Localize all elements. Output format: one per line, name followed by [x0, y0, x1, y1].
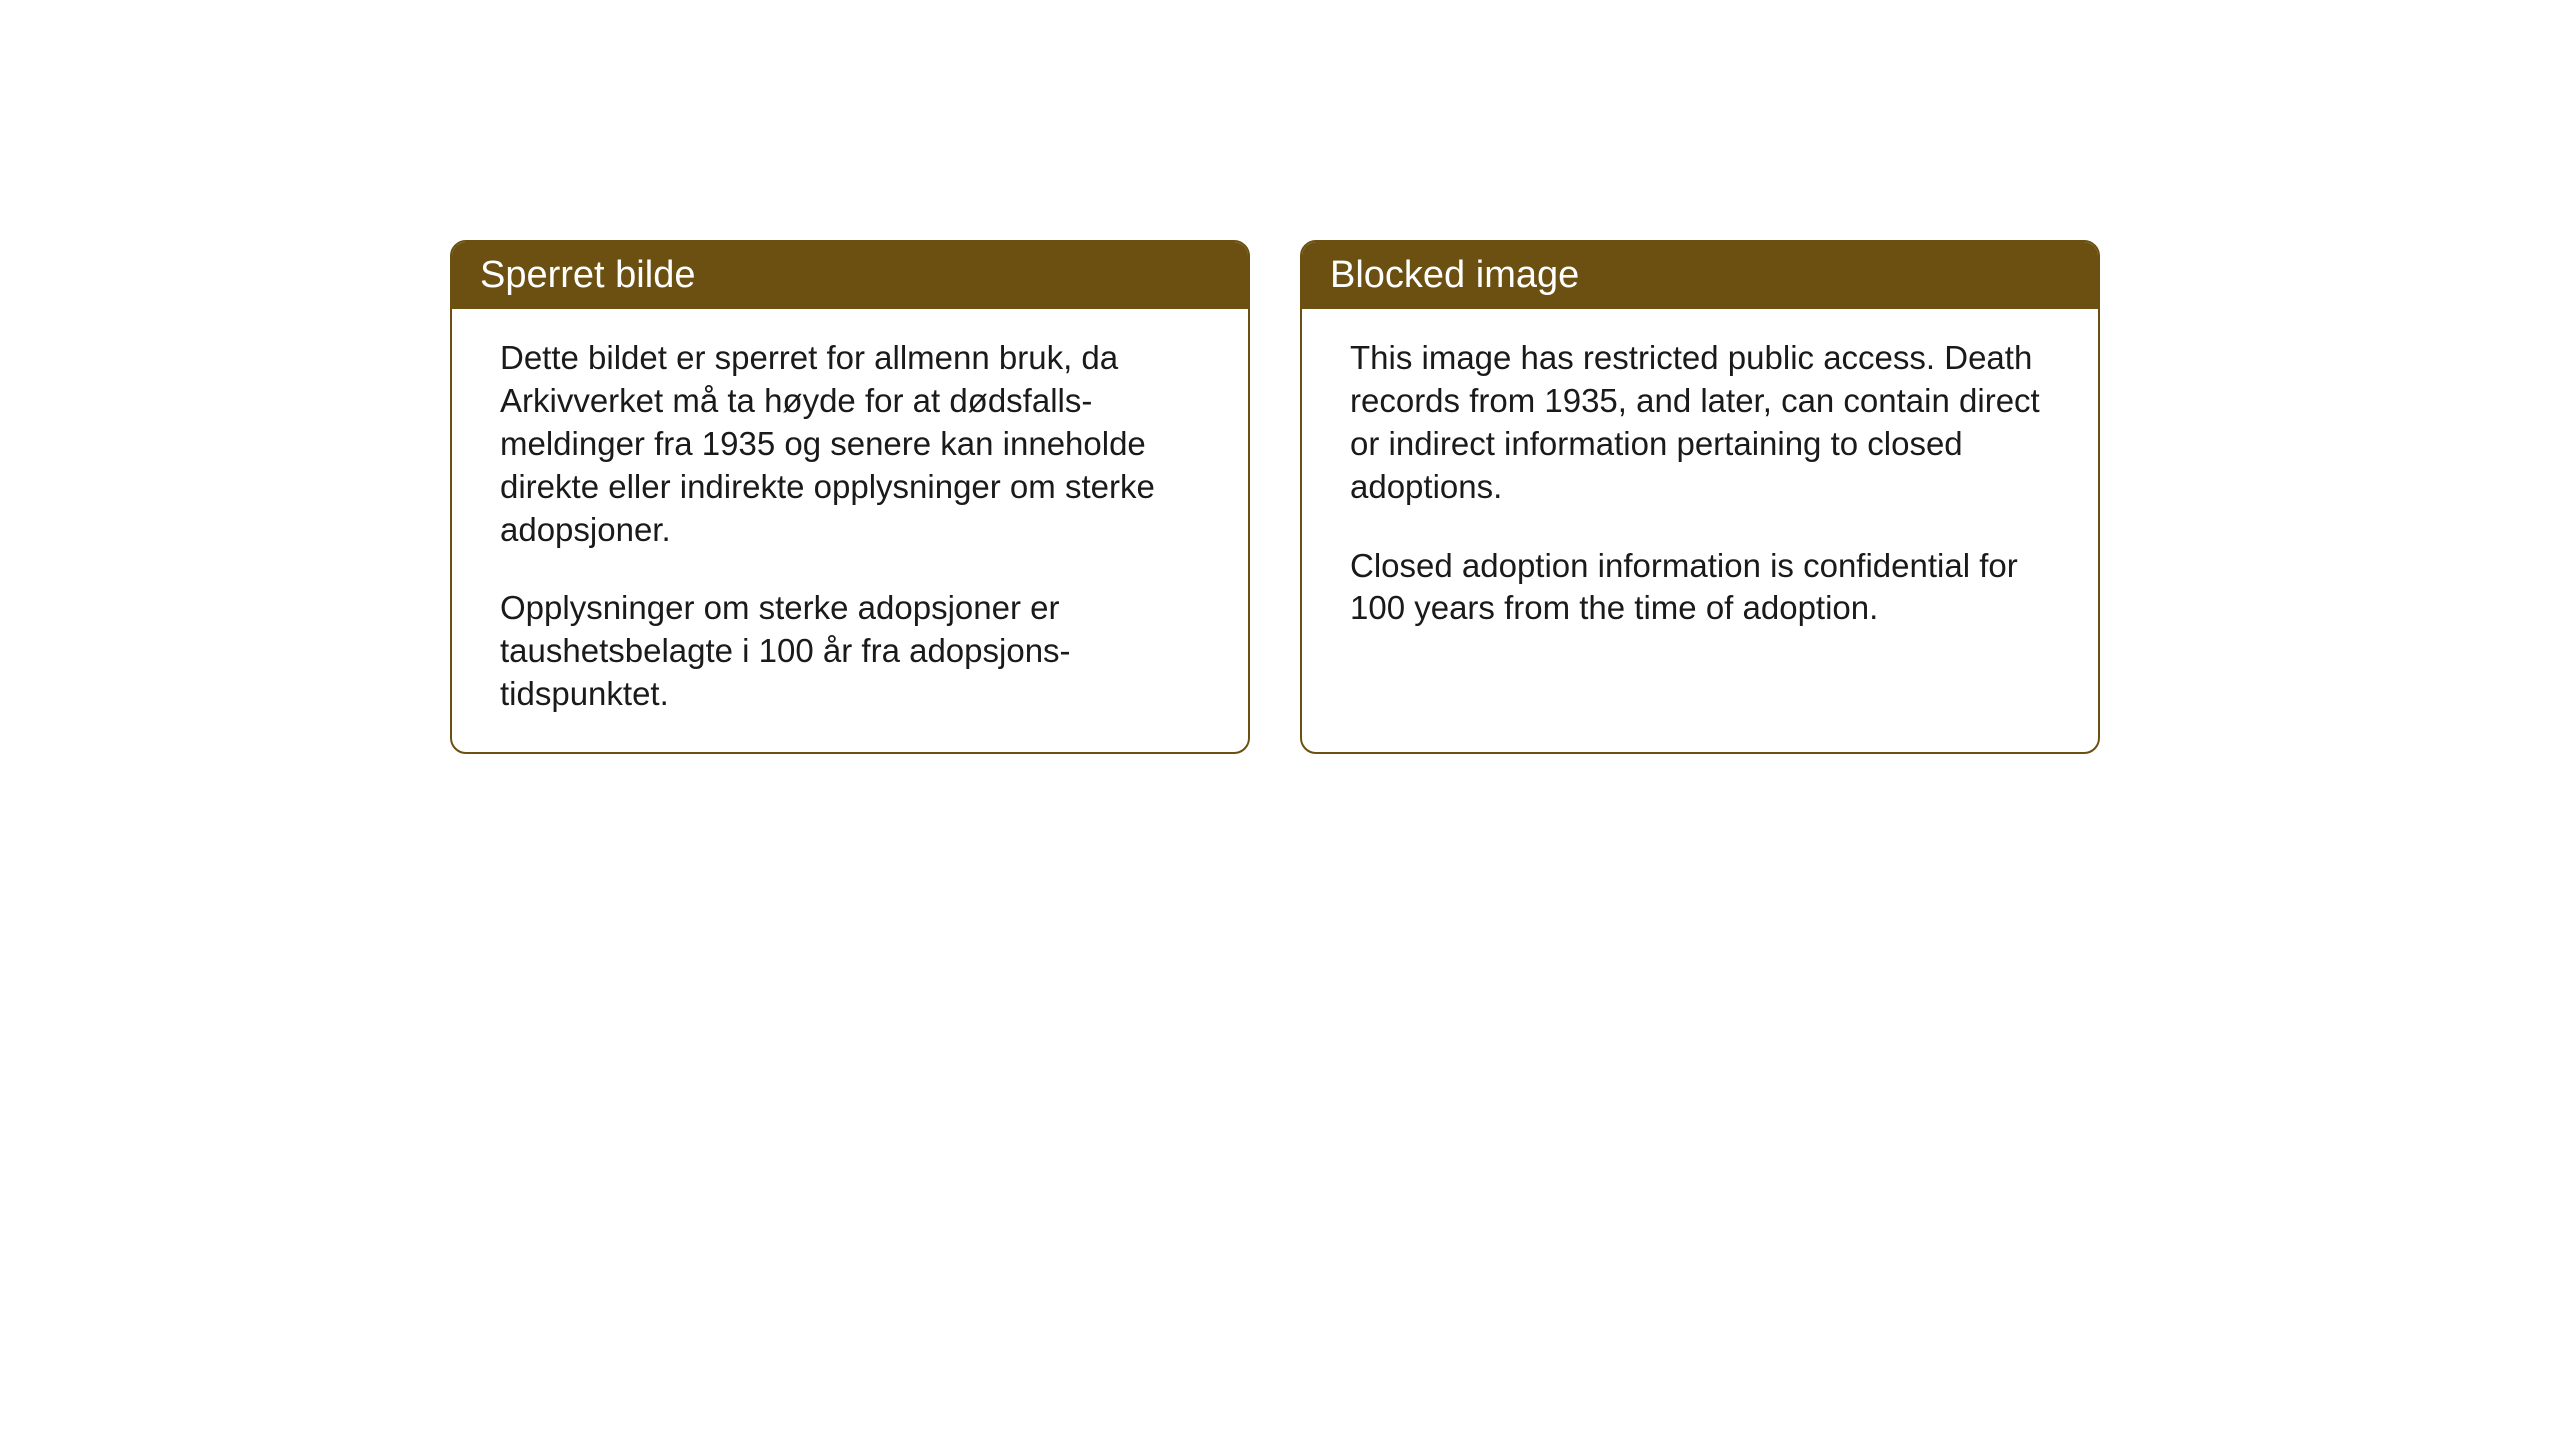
cards-container: Sperret bilde Dette bildet er sperret fo… — [450, 240, 2100, 754]
norwegian-paragraph-2: Opplysninger om sterke adopsjoner er tau… — [500, 587, 1200, 716]
english-paragraph-2: Closed adoption information is confident… — [1350, 545, 2050, 631]
english-card-body: This image has restricted public access.… — [1302, 309, 2098, 729]
norwegian-card-body: Dette bildet er sperret for allmenn bruk… — [452, 309, 1248, 752]
english-paragraph-1: This image has restricted public access.… — [1350, 337, 2050, 509]
english-card: Blocked image This image has restricted … — [1300, 240, 2100, 754]
norwegian-card-title: Sperret bilde — [452, 242, 1248, 309]
norwegian-card: Sperret bilde Dette bildet er sperret fo… — [450, 240, 1250, 754]
norwegian-paragraph-1: Dette bildet er sperret for allmenn bruk… — [500, 337, 1200, 551]
english-card-title: Blocked image — [1302, 242, 2098, 309]
